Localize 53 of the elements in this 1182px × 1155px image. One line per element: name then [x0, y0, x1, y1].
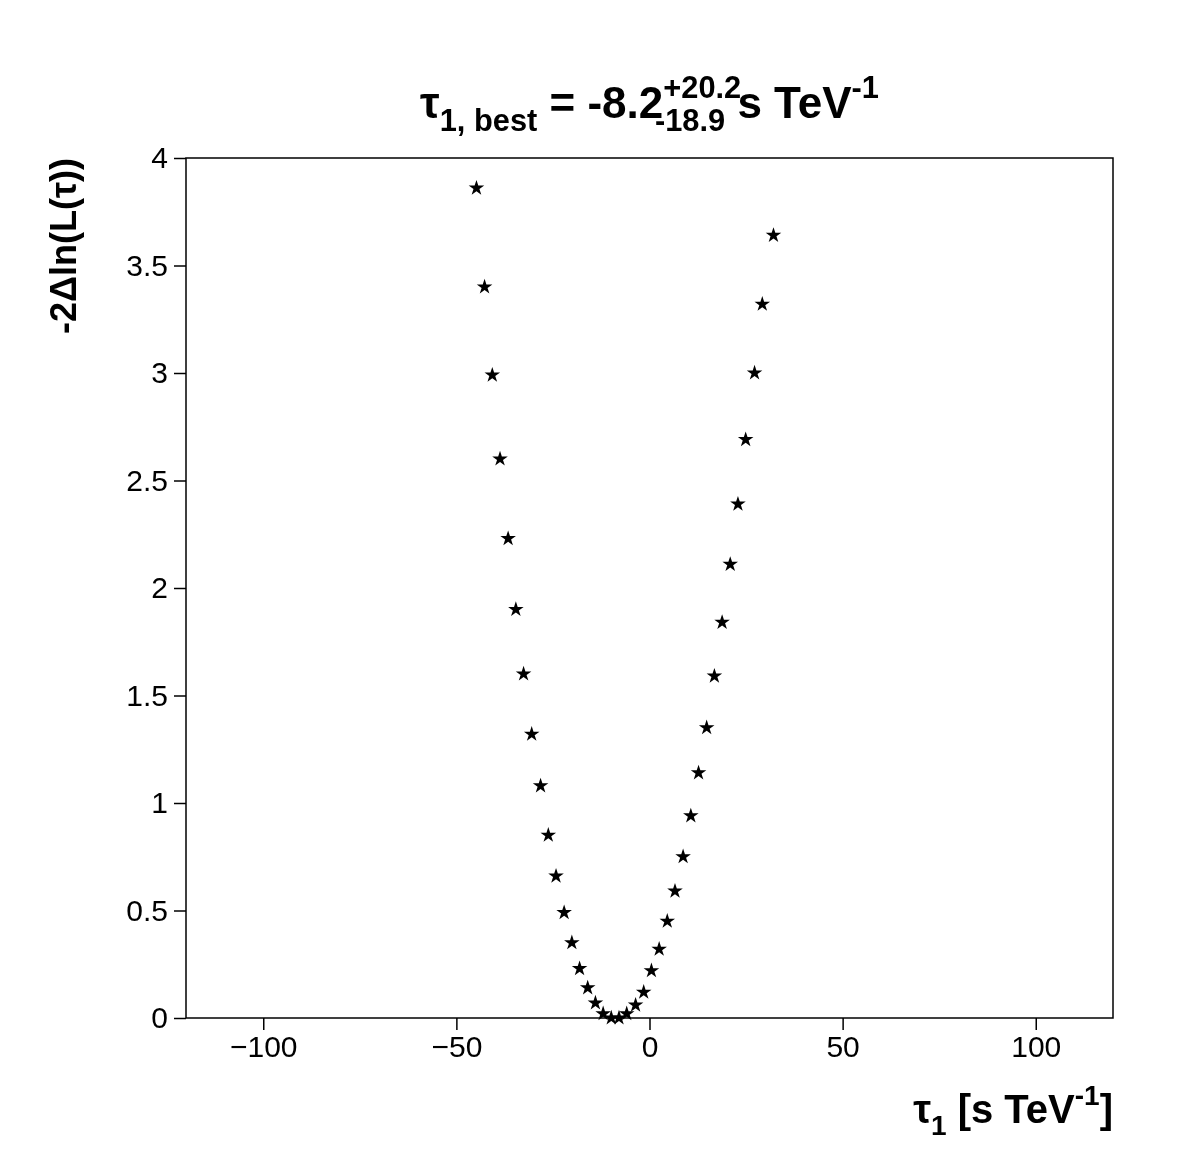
y-tick-label: 2 [151, 571, 168, 605]
point [659, 913, 676, 928]
point [492, 450, 508, 466]
point [571, 960, 588, 976]
point [627, 996, 644, 1012]
point [484, 366, 501, 382]
y-tick-label: 3.5 [126, 248, 168, 282]
point [564, 934, 580, 950]
point [698, 719, 715, 735]
x-tick-label: −100 [229, 1030, 298, 1064]
x-axis-title: τ$_{1}$ [s TeV$^{-1}$] [913, 1080, 1113, 1141]
point [722, 556, 738, 571]
point [476, 278, 493, 294]
point [754, 296, 771, 311]
y-tick-label: 3 [151, 356, 168, 390]
point [746, 364, 763, 380]
y-tick-label: 4 [151, 141, 168, 175]
x-tick-label: 50 [826, 1030, 860, 1064]
point [765, 227, 782, 243]
point [675, 848, 691, 864]
point [548, 867, 564, 883]
point [618, 1005, 635, 1021]
point [508, 601, 524, 617]
y-tick-label: 0.5 [126, 893, 168, 927]
point [643, 962, 660, 978]
point [651, 941, 667, 956]
chart-title: τ$_{1, best}$ = -8.2$^{+20.2}$$_{-18.9}$ s TeV$^{-1}$ [420, 70, 879, 139]
point [690, 764, 707, 780]
point [579, 979, 596, 995]
point [730, 495, 746, 511]
point [587, 994, 604, 1010]
x-tick-label: 0 [641, 1030, 659, 1064]
point [706, 667, 723, 683]
point [683, 807, 699, 823]
x-tick-label: −50 [431, 1030, 483, 1064]
point [532, 777, 549, 793]
y-axis-title: -2Δln(L(τ)) [43, 158, 84, 334]
point [595, 1005, 611, 1021]
point [635, 984, 652, 999]
point [556, 904, 572, 920]
y-tick-label: 1 [151, 786, 168, 820]
point [468, 179, 485, 195]
point [667, 882, 683, 898]
point [523, 726, 540, 741]
point [515, 665, 532, 681]
point [500, 530, 516, 546]
y-tick-label: 0 [151, 1001, 168, 1035]
x-tick-label: 100 [1011, 1030, 1062, 1064]
point [714, 614, 730, 630]
y-tick-label: 2.5 [126, 463, 168, 497]
y-tick-label: 1.5 [126, 678, 168, 712]
point [540, 827, 557, 842]
point [737, 431, 754, 447]
